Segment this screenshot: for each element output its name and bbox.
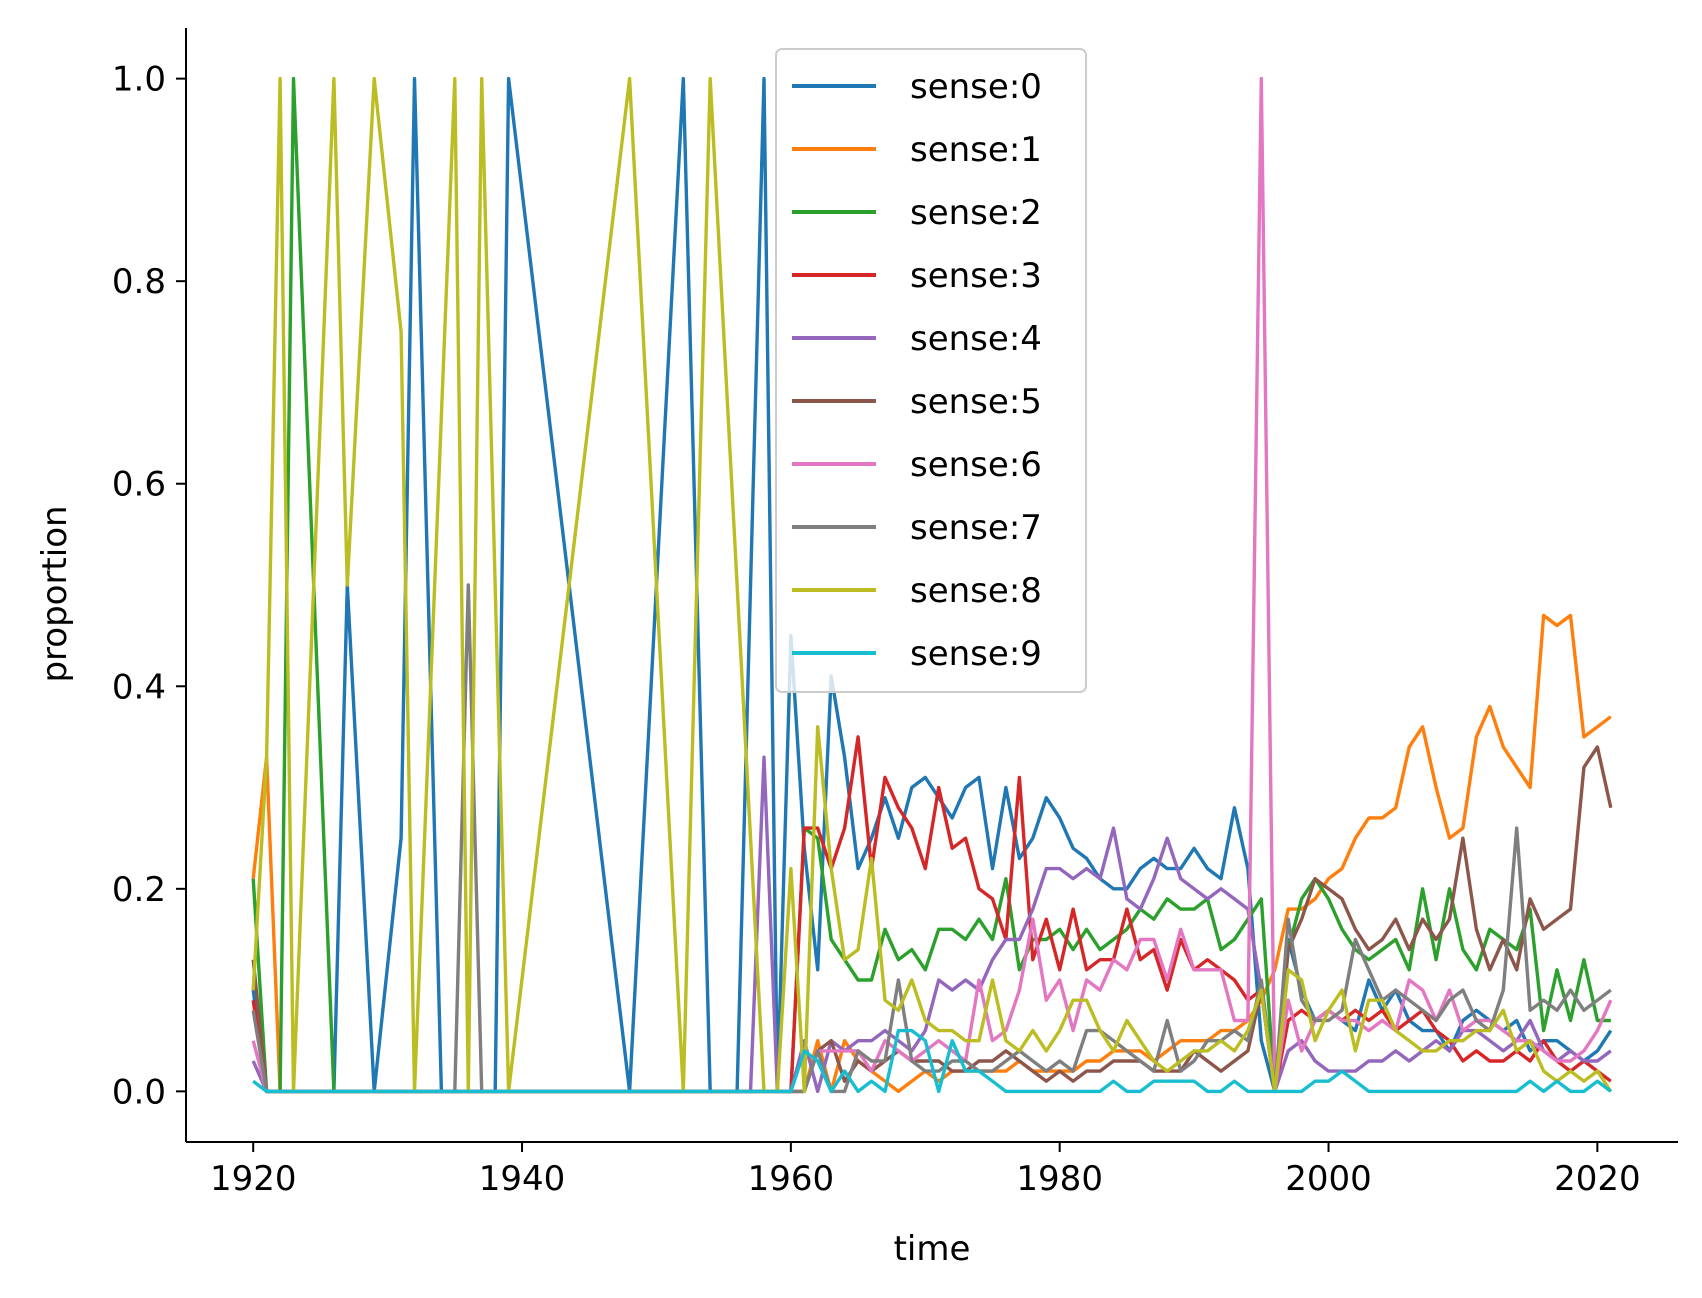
legend-label: sense:7 [910,508,1042,548]
series-line-sense-6 [251,76,1613,1094]
legend-label: sense:9 [910,634,1042,674]
legend-label: sense:4 [910,319,1042,359]
plot-area [251,76,1613,1094]
legend-label: sense:8 [910,571,1042,611]
y-ticks: 0.0 0.2 0.4 0.6 0.8 1.0 [112,60,186,1112]
legend-item-sense-6: sense:6 [792,445,1042,485]
series-line-sense-3 [251,735,1612,1094]
y-tick-label: 0.2 [112,870,166,910]
legend-item-sense-8: sense:8 [792,571,1042,611]
y-tick-label: 0.0 [112,1072,166,1112]
legend-label: sense:6 [910,445,1042,485]
series-line-sense-2 [251,76,1611,1094]
legend-label: sense:2 [910,193,1042,233]
x-tick-label: 1980 [1016,1159,1103,1199]
legend-item-sense-3: sense:3 [792,256,1042,296]
x-tick-label: 1940 [479,1159,566,1199]
legend-item-sense-7: sense:7 [792,508,1042,548]
legend-item-sense-2: sense:2 [792,193,1042,233]
series-line-sense-4 [251,755,1612,1094]
axes [185,28,1678,1143]
y-tick-label: 0.8 [112,262,166,302]
x-tick-label: 2000 [1285,1159,1372,1199]
y-tick-label: 0.4 [112,667,166,707]
x-tick-label: 2020 [1554,1159,1641,1199]
y-axis-label: proportion [35,505,75,682]
legend-label: sense:1 [910,130,1042,170]
legend: sense:0 sense:1 sense:2 sense:3 sense:4 sense… [775,48,1087,693]
legend-label: sense:0 [910,67,1042,107]
legend-item-sense-0: sense:0 [792,67,1042,107]
y-tick-label: 0.6 [112,465,166,505]
legend-item-sense-4: sense:4 [792,319,1042,359]
x-tick-label: 1920 [210,1159,297,1199]
x-ticks: 1920 1940 1960 1980 2000 2020 [210,1142,1641,1199]
legend-label: sense:5 [910,382,1042,422]
x-tick-label: 1960 [748,1159,835,1199]
y-tick-label: 1.0 [112,60,166,100]
series-line-sense-8 [251,76,1613,1094]
legend-item-sense-5: sense:5 [792,382,1042,422]
legend-item-sense-9: sense:9 [792,634,1042,674]
series-line-sense-9 [252,1028,1612,1094]
legend-box [775,48,1087,693]
legend-item-sense-1: sense:1 [792,130,1042,170]
legend-label: sense:3 [910,256,1042,296]
x-axis-label: time [894,1229,971,1269]
